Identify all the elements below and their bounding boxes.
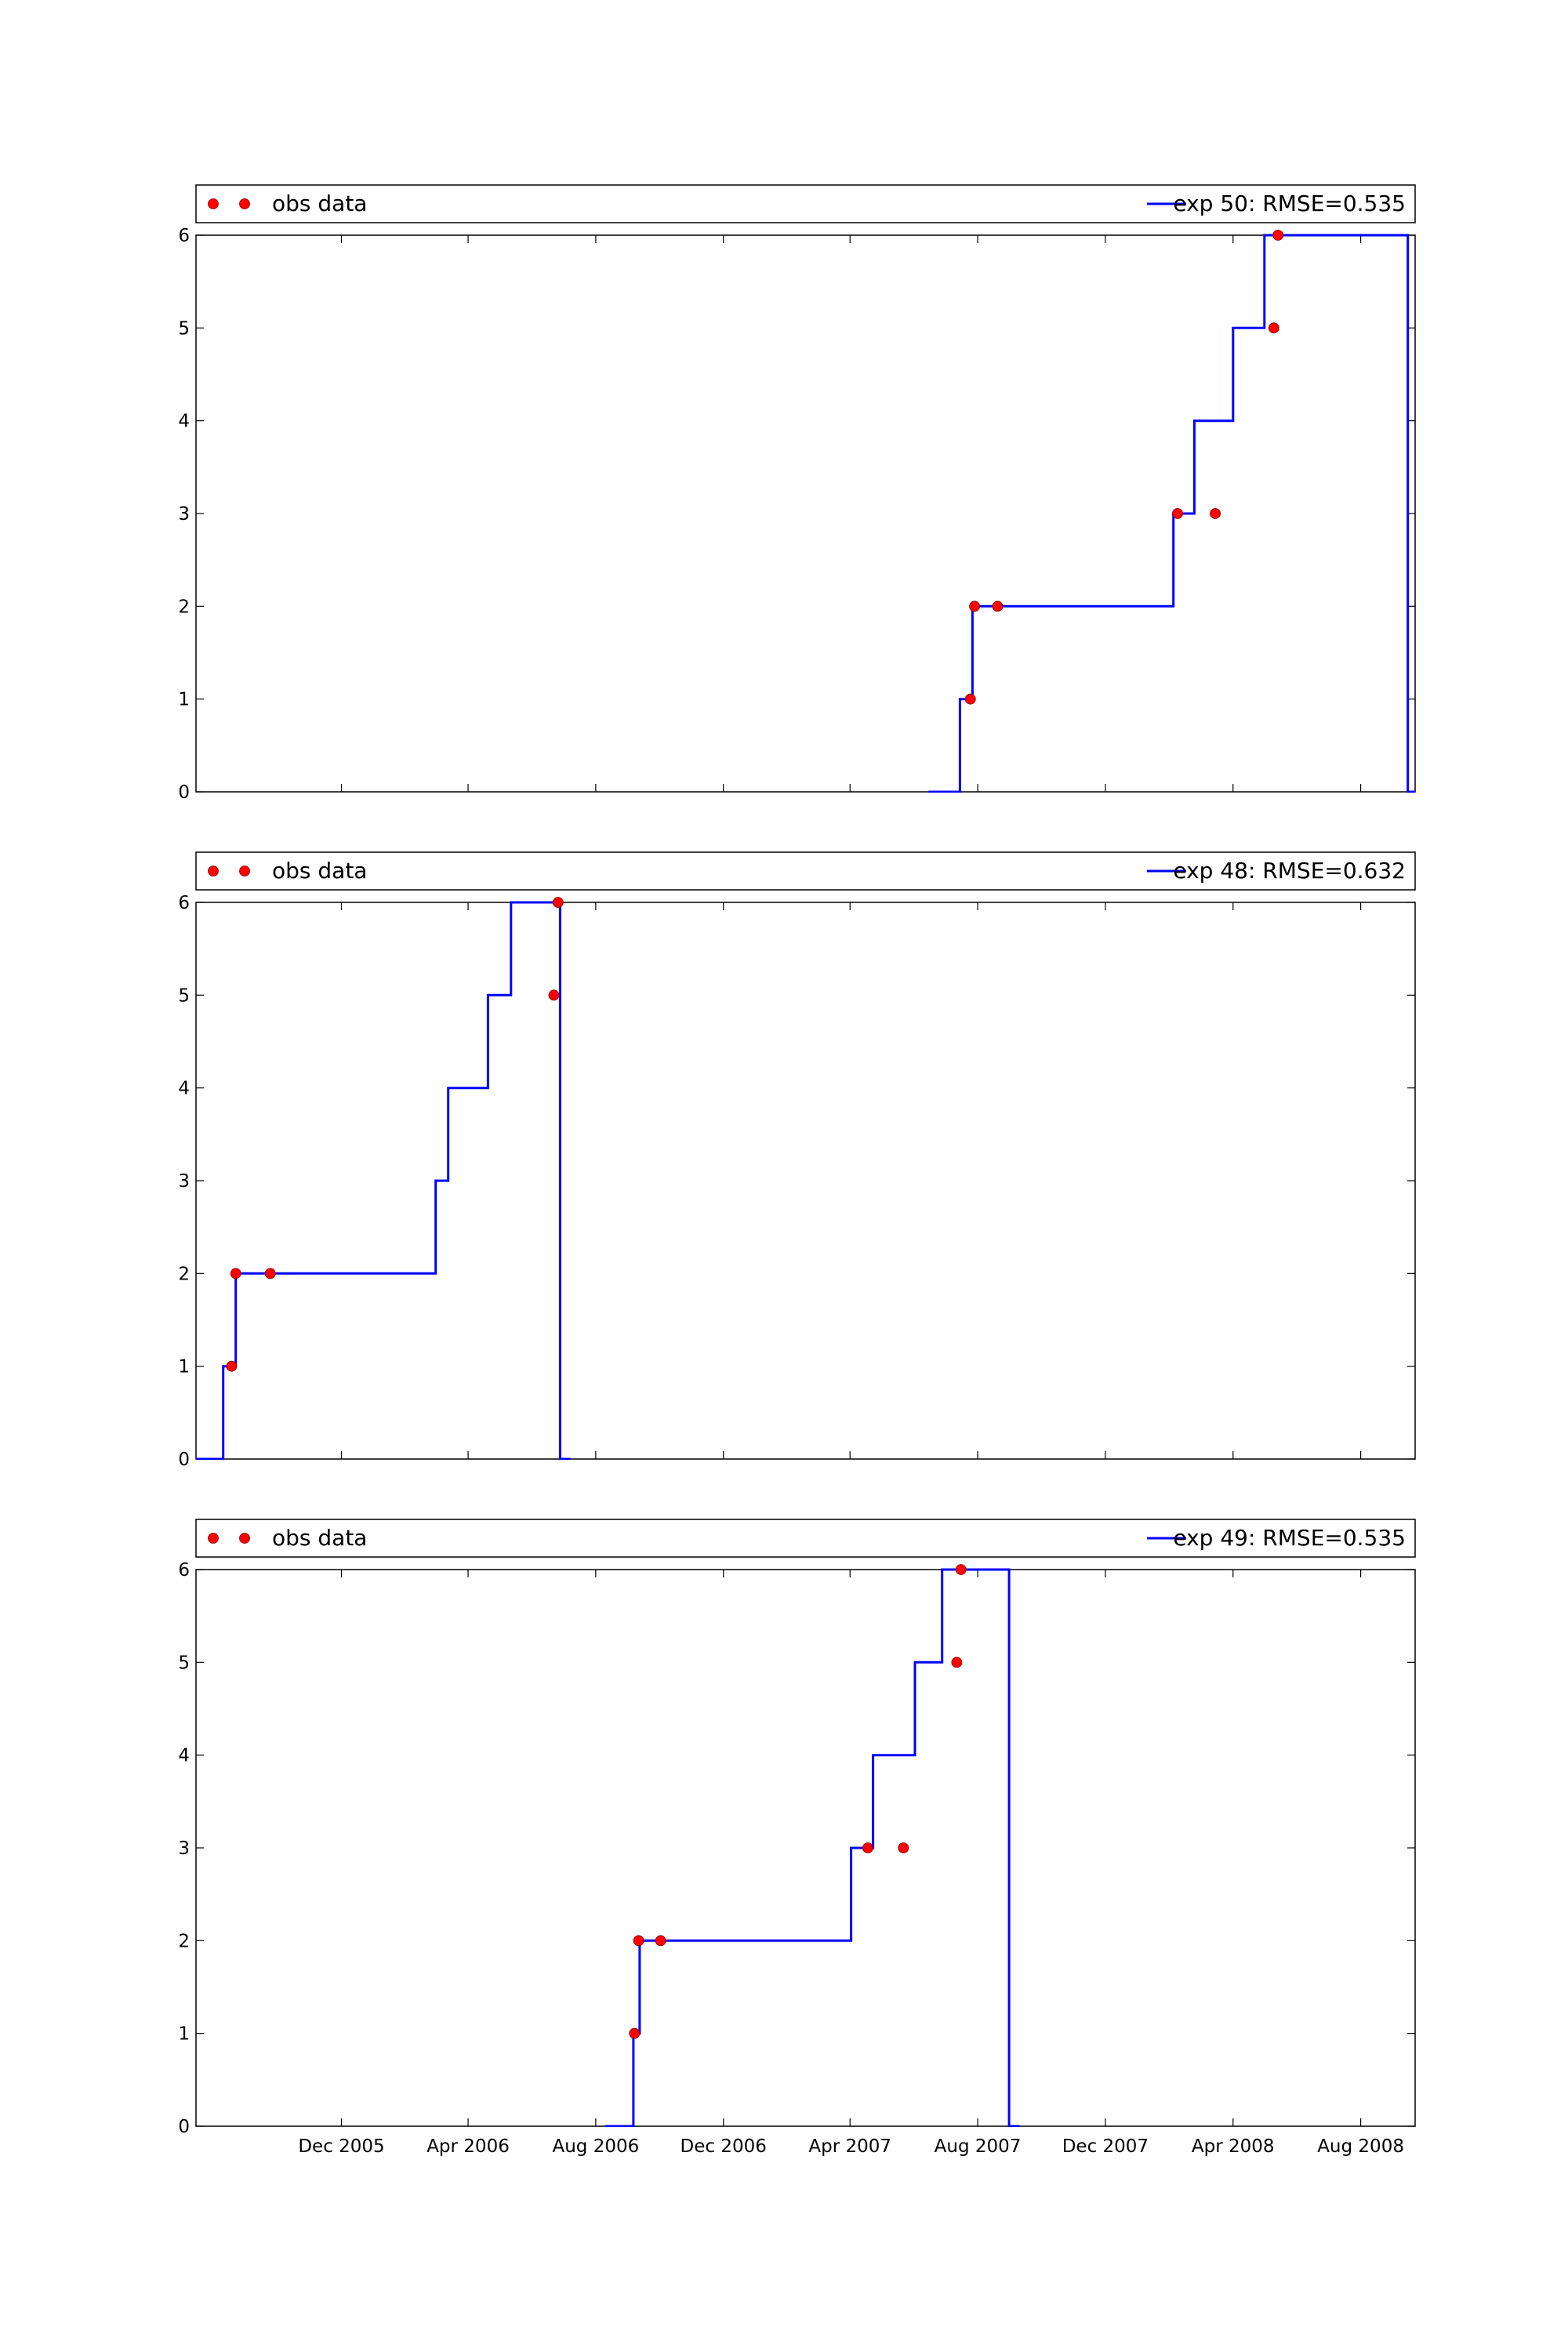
legend-obs-label: obs data <box>272 191 367 216</box>
y-tick-label: 3 <box>178 504 190 524</box>
legend: obs data exp 48: RMSE=0.632 <box>195 851 1416 891</box>
obs-point <box>633 1935 644 1947</box>
y-tick-label: 2 <box>178 1931 190 1951</box>
legend-obs-marker <box>208 198 219 209</box>
obs-point <box>955 1564 967 1575</box>
y-tick-label: 3 <box>178 1838 190 1859</box>
y-tick-label: 4 <box>178 1746 190 1766</box>
y-tick-label: 4 <box>178 412 190 432</box>
chart-panel-2: obs data exp 48: RMSE=0.632 0 1 2 3 4 5 6 <box>178 851 1416 1470</box>
obs-point <box>1210 508 1221 519</box>
y-tick-label: 2 <box>178 597 190 617</box>
obs-point <box>992 601 1004 612</box>
y-tick-label: 6 <box>178 226 190 246</box>
obs-point <box>552 897 564 908</box>
y-tick-label: 1 <box>178 2024 190 2045</box>
obs-point <box>629 2027 641 2039</box>
plot-series <box>604 1564 1020 2127</box>
obs-point <box>1272 230 1284 241</box>
y-tick-label: 3 <box>178 1171 190 1192</box>
y-tick-label: 0 <box>178 1450 190 1470</box>
y-tick-label: 6 <box>178 1560 190 1581</box>
obs-point <box>1172 508 1183 519</box>
legend-obs-marker <box>239 198 250 209</box>
legend-model-label: exp 50: RMSE=0.535 <box>1173 191 1406 216</box>
obs-point <box>862 1842 873 1853</box>
legend-frame <box>195 184 1416 223</box>
obs-point <box>964 693 976 705</box>
legend-frame <box>195 1519 1416 1558</box>
obs-point <box>655 1935 666 1947</box>
y-tick-label: 5 <box>178 318 190 339</box>
x-tick-label: Apr 2007 <box>808 2136 891 2157</box>
legend-model-label: exp 48: RMSE=0.632 <box>1173 858 1406 884</box>
legend-obs-marker <box>208 1533 219 1544</box>
legend-frame <box>195 851 1416 891</box>
obs-point <box>898 1842 909 1853</box>
legend-obs-marker <box>239 866 250 877</box>
obs-point <box>969 601 980 612</box>
legend: obs data exp 50: RMSE=0.535 <box>195 184 1416 223</box>
chart-panel-1: obs data exp 50: RMSE=0.535 0 1 2 3 4 5 6 <box>178 184 1416 803</box>
obs-point <box>264 1268 276 1279</box>
obs-point <box>1268 322 1279 334</box>
legend-obs-marker <box>239 1533 250 1544</box>
obs-point <box>230 1268 241 1279</box>
y-tick-label: 0 <box>178 2117 190 2137</box>
obs-point <box>548 989 560 1001</box>
y-tick-label: 5 <box>178 1653 190 1673</box>
y-tick-label: 5 <box>178 985 190 1006</box>
legend: obs data exp 49: RMSE=0.535 <box>195 1519 1416 1558</box>
legend-obs-label: obs data <box>272 858 367 884</box>
legend-model-label: exp 49: RMSE=0.535 <box>1173 1525 1406 1551</box>
x-tick-label: Dec 2005 <box>298 2136 384 2157</box>
y-tick-label: 2 <box>178 1264 190 1284</box>
x-tick-label: Aug 2006 <box>552 2136 639 2157</box>
plot-series <box>928 230 1415 793</box>
y-tick-label: 6 <box>178 893 190 913</box>
chart-panel-3: obs data exp 49: RMSE=0.535 0 1 2 3 4 5 6 Dec 200… <box>178 1519 1416 2157</box>
y-tick-label: 1 <box>178 1357 190 1377</box>
legend-obs-label: obs data <box>272 1525 367 1551</box>
x-tick-label: Apr 2006 <box>426 2136 510 2157</box>
legend-obs-marker <box>208 866 219 877</box>
obs-point <box>951 1657 963 1668</box>
x-tick-label: Dec 2007 <box>1062 2136 1149 2157</box>
obs-point <box>226 1360 238 1372</box>
x-tick-label: Dec 2006 <box>681 2136 767 2157</box>
x-tick-label: Aug 2007 <box>935 2136 1022 2157</box>
y-tick-label: 4 <box>178 1079 190 1099</box>
x-tick-label: Apr 2008 <box>1192 2136 1275 2157</box>
y-tick-label: 0 <box>178 782 190 803</box>
plot-series <box>196 897 571 1460</box>
x-tick-label: Aug 2008 <box>1317 2136 1404 2157</box>
y-tick-label: 1 <box>178 690 190 710</box>
